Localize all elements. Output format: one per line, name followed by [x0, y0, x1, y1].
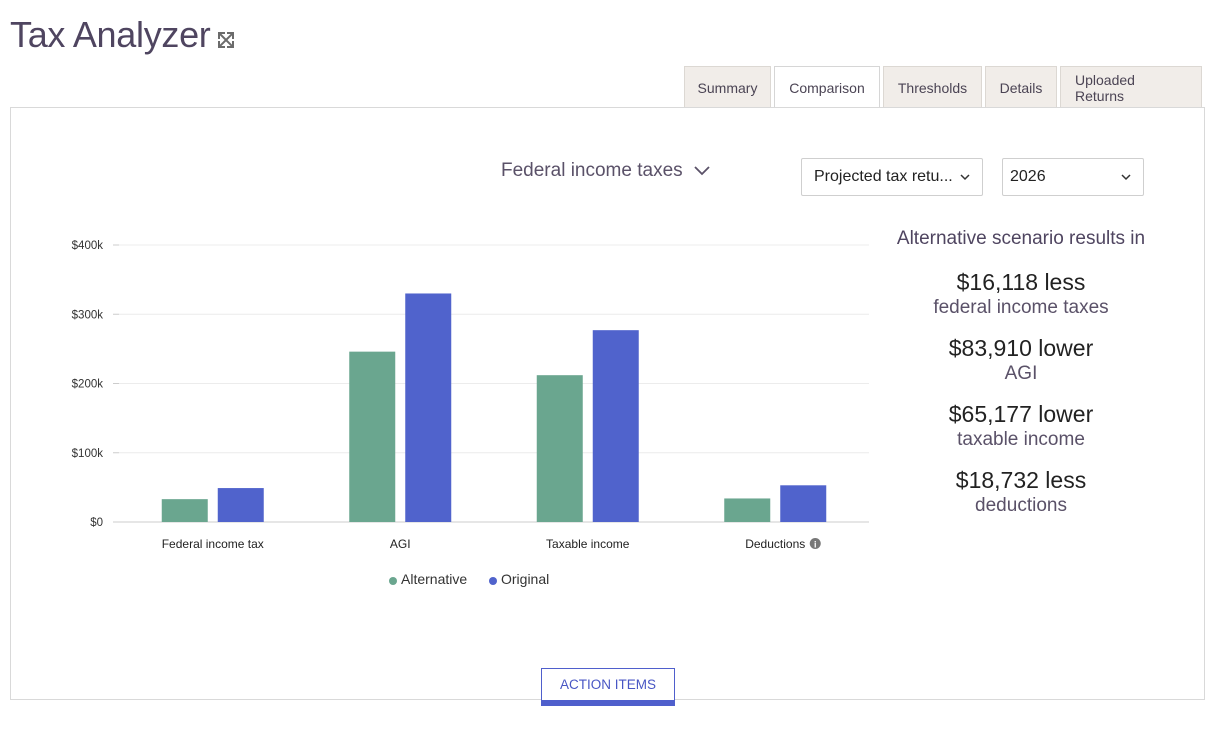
result-value: $83,910 lower [948, 335, 1094, 361]
metric-select[interactable]: Federal income taxes [501, 160, 711, 182]
expand-arrows-icon[interactable] [216, 30, 236, 50]
bar-original [592, 330, 639, 522]
result-label: deductions [975, 495, 1067, 516]
tab-bar: Summary Comparison Thresholds Details Up… [684, 66, 1202, 109]
x-category-label: Federal income tax [162, 537, 264, 551]
results-summary: Alternative scenario results in $16,118 … [881, 228, 1161, 532]
comparison-bar-chart: $0 $100k $200k $300k $400k Federal income tax… [72, 240, 869, 587]
bar-alternative [724, 498, 771, 522]
legend-label: Original [501, 571, 549, 587]
legend-dot-original [489, 577, 497, 585]
y-tick-label: $100k [72, 448, 104, 460]
result-item: $18,732 less deductions [881, 466, 1161, 518]
result-value: $18,732 less [955, 467, 1087, 493]
bar-original [217, 488, 264, 522]
result-label: federal income taxes [933, 297, 1109, 318]
y-tick-label: $200k [72, 379, 104, 391]
return-type-select[interactable]: Projected tax retu... [801, 158, 983, 196]
result-item: $65,177 lower taxable income [881, 400, 1161, 452]
chevron-down-icon [960, 174, 970, 181]
year-select[interactable]: 2026 [1002, 158, 1144, 196]
legend-dot-alternative [389, 577, 397, 585]
results-heading: Alternative scenario results in [896, 228, 1146, 249]
action-items-button[interactable]: ACTION ITEMS [541, 668, 675, 706]
bar-alternative [536, 375, 583, 522]
bar-original [405, 293, 452, 522]
bar-alternative [349, 351, 396, 522]
tab-details[interactable]: Details [985, 66, 1057, 108]
info-icon-glyph: i [814, 540, 817, 550]
y-tick-label: $0 [90, 517, 103, 529]
x-category-label: AGI [390, 537, 411, 551]
tab-thresholds[interactable]: Thresholds [883, 66, 982, 108]
tab-comparison[interactable]: Comparison [774, 66, 880, 109]
bar-alternative [161, 499, 208, 522]
result-value: $16,118 less [956, 269, 1086, 295]
result-item: $83,910 lower AGI [881, 334, 1161, 386]
legend-label: Alternative [401, 571, 467, 587]
page-title: Tax Analyzer [10, 14, 211, 55]
tab-summary[interactable]: Summary [684, 66, 771, 108]
return-type-value: Projected tax retu... [814, 168, 953, 185]
result-value: $65,177 lower [948, 401, 1094, 427]
x-category-label: Taxable income [546, 537, 630, 551]
bar-original [780, 485, 827, 522]
info-icon [809, 538, 821, 549]
year-value: 2026 [1010, 168, 1046, 185]
result-item: $16,118 less federal income taxes [881, 268, 1161, 320]
tab-uploaded-returns[interactable]: Uploaded Returns [1060, 66, 1202, 108]
y-tick-label: $300k [72, 309, 104, 321]
chevron-down-icon [1121, 174, 1131, 181]
y-tick-label: $400k [72, 240, 104, 252]
chevron-down-icon [694, 166, 710, 176]
comparison-panel: Federal income taxes Projected tax retu.… [10, 107, 1205, 706]
metric-select-label: Federal income taxes [501, 160, 683, 181]
x-category-label: Deductions [745, 537, 805, 551]
result-label: taxable income [957, 429, 1085, 450]
result-label: AGI [1004, 363, 1038, 384]
